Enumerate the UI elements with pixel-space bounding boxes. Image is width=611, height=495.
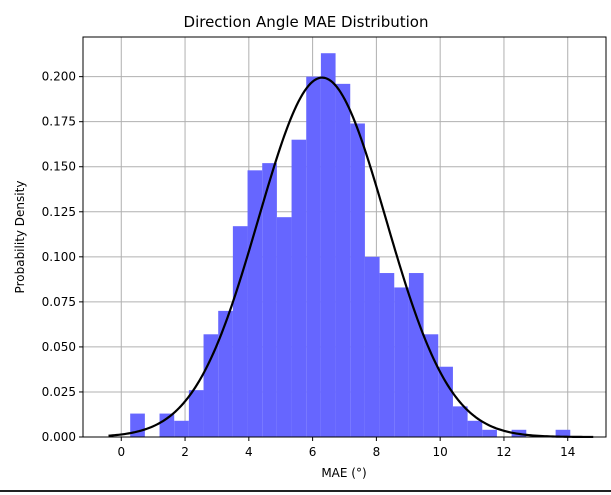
histogram-bar xyxy=(335,83,351,437)
y-axis-ticks: 0.000 0.025 0.050 0.075 0.100 0.125 0.150 0.175… xyxy=(42,70,83,444)
histogram-bar xyxy=(174,420,189,437)
x-tick-label: 8 xyxy=(373,445,381,459)
histogram-bar xyxy=(203,334,219,437)
normal-fit-curve xyxy=(108,76,594,439)
histogram-bar xyxy=(482,429,497,437)
histogram-bars xyxy=(130,53,571,438)
histogram-bar xyxy=(364,256,380,437)
histogram-bar xyxy=(408,273,424,437)
y-tick-label: 0.200 xyxy=(42,70,76,84)
histogram-bar xyxy=(159,413,175,437)
histogram-bar xyxy=(379,273,395,437)
x-axis-label: MAE (°) xyxy=(321,466,366,480)
histogram-bar xyxy=(350,123,365,438)
histogram-bar xyxy=(276,217,292,437)
histogram-bar xyxy=(291,139,307,437)
histogram-bar xyxy=(555,429,571,437)
x-tick-label: 2 xyxy=(181,445,189,459)
x-tick-label: 12 xyxy=(496,445,511,459)
histogram-bar xyxy=(262,163,277,437)
y-tick-label: 0.000 xyxy=(42,430,76,444)
y-tick-label: 0.175 xyxy=(42,115,76,129)
y-tick-label: 0.025 xyxy=(42,385,76,399)
histogram-bar xyxy=(423,334,439,437)
histogram-bar xyxy=(306,76,321,437)
plot-frame xyxy=(82,36,607,438)
y-tick-label: 0.075 xyxy=(42,295,76,309)
histogram-bar xyxy=(232,226,248,437)
x-axis-ticks: 0 2 4 6 8 10 12 14 xyxy=(117,437,575,459)
histogram-bar xyxy=(467,420,483,437)
y-axis-label: Probability Density xyxy=(13,181,27,294)
histogram-bar xyxy=(320,53,336,437)
histogram-bar xyxy=(188,390,204,437)
histogram-bar xyxy=(438,366,453,437)
y-tick-label: 0.100 xyxy=(42,250,76,264)
y-tick-label: 0.150 xyxy=(42,160,76,174)
x-tick-label: 10 xyxy=(433,445,448,459)
normal-fit-layer xyxy=(108,76,594,439)
histogram-bar xyxy=(452,406,468,437)
histogram-bar xyxy=(218,310,233,437)
y-tick-label: 0.050 xyxy=(42,340,76,354)
bottom-divider xyxy=(0,490,611,492)
y-tick-label: 0.125 xyxy=(42,205,76,219)
x-tick-label: 14 xyxy=(560,445,575,459)
x-tick-label: 4 xyxy=(245,445,253,459)
x-tick-label: 6 xyxy=(309,445,317,459)
chart-title: Direction Angle MAE Distribution xyxy=(184,13,429,31)
histogram-bar xyxy=(394,287,409,437)
x-tick-label: 0 xyxy=(117,445,125,459)
histogram-bar xyxy=(247,170,263,438)
